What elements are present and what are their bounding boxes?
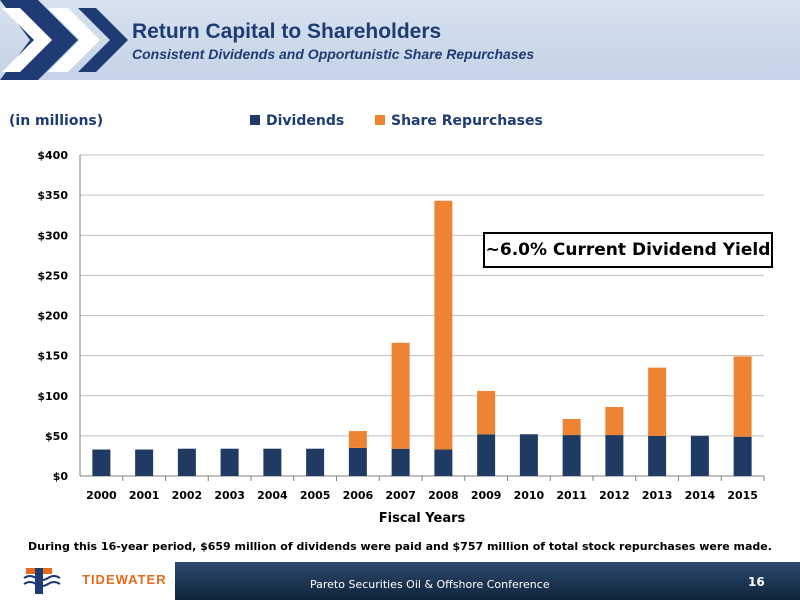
bar-dividends — [648, 435, 667, 476]
x-tick-label: 2006 — [343, 489, 374, 502]
x-tick-label: 2015 — [727, 489, 758, 502]
x-tick-label: 2013 — [642, 489, 673, 502]
header-banner: Return Capital to Shareholders Consisten… — [0, 0, 800, 80]
bar-repurchases — [477, 390, 496, 435]
page-number: 16 — [748, 575, 765, 589]
x-tick-label: 2014 — [685, 489, 716, 502]
y-tick-label: $300 — [37, 229, 68, 242]
y-tick-label: $100 — [37, 390, 68, 403]
bar-repurchases — [434, 200, 453, 450]
bar-dividends — [562, 435, 581, 476]
x-tick-label: 2000 — [86, 489, 117, 502]
y-tick-label: $200 — [37, 310, 68, 323]
footnote: During this 16-year period, $659 million… — [28, 540, 772, 553]
x-tick-label: 2004 — [257, 489, 288, 502]
legend-swatch-dividends — [250, 115, 260, 125]
x-tick-label: 2007 — [385, 489, 416, 502]
bar-repurchases — [562, 419, 581, 436]
tidewater-logo-icon — [23, 568, 61, 594]
bar-repurchases — [648, 367, 667, 436]
y-tick-label: $50 — [45, 430, 68, 443]
bar-dividends — [519, 434, 538, 476]
page-title: Return Capital to Shareholders — [132, 20, 442, 43]
x-axis-label: Fiscal Years — [379, 511, 466, 526]
page-subtitle: Consistent Dividends and Opportunistic S… — [132, 46, 535, 62]
legend-swatch-repurchases — [375, 115, 385, 125]
bar-dividends — [690, 435, 709, 476]
bar-dividends — [220, 448, 239, 476]
bar-repurchases — [733, 356, 752, 437]
bar-dividends — [92, 449, 111, 476]
x-tick-label: 2001 — [129, 489, 160, 502]
bar-dividends — [263, 448, 282, 476]
x-tick-label: 2009 — [471, 489, 502, 502]
logo: TIDEWATER — [0, 562, 175, 600]
bar-repurchases — [348, 431, 367, 448]
bar-dividends — [434, 449, 453, 476]
bar-dividends — [477, 434, 496, 476]
x-tick-label: 2002 — [172, 489, 203, 502]
dividend-yield-callout: ~6.0% Current Dividend Yield — [483, 232, 773, 268]
y-tick-label: $400 — [37, 149, 68, 162]
footer-bar: TIDEWATER Pareto Securities Oil & Offsho… — [0, 562, 800, 600]
y-tick-label: $0 — [53, 470, 69, 483]
x-tick-label: 2011 — [556, 489, 587, 502]
units-label: (in millions) — [9, 113, 104, 129]
bar-dividends — [605, 435, 624, 476]
conference-name: Pareto Securities Oil & Offshore Confere… — [310, 578, 550, 591]
chevron-arrows-icon — [0, 0, 128, 80]
y-tick-label: $250 — [37, 269, 68, 282]
bar-dividends — [306, 448, 325, 476]
x-tick-label: 2008 — [428, 489, 459, 502]
logo-text: TIDEWATER — [82, 572, 167, 587]
bar-repurchases — [391, 342, 410, 449]
bar-dividends — [733, 436, 752, 476]
legend-label-repurchases: Share Repurchases — [391, 113, 543, 129]
y-tick-label: $150 — [37, 350, 68, 363]
stacked-bar-chart: $0 $50 $100 $150 $200 $250 $300 $350 $400 2000 200… — [37, 113, 765, 526]
bar-dividends — [177, 448, 196, 476]
bar-repurchases — [605, 406, 624, 436]
bar-dividends — [348, 447, 367, 476]
bar-dividends — [135, 449, 154, 476]
y-tick-label: $350 — [37, 189, 68, 202]
bar-dividends — [391, 448, 410, 476]
x-tick-label: 2003 — [214, 489, 245, 502]
x-tick-label: 2012 — [599, 489, 630, 502]
x-tick-label: 2010 — [514, 489, 545, 502]
x-tick-label: 2005 — [300, 489, 331, 502]
legend-label-dividends: Dividends — [266, 113, 344, 129]
